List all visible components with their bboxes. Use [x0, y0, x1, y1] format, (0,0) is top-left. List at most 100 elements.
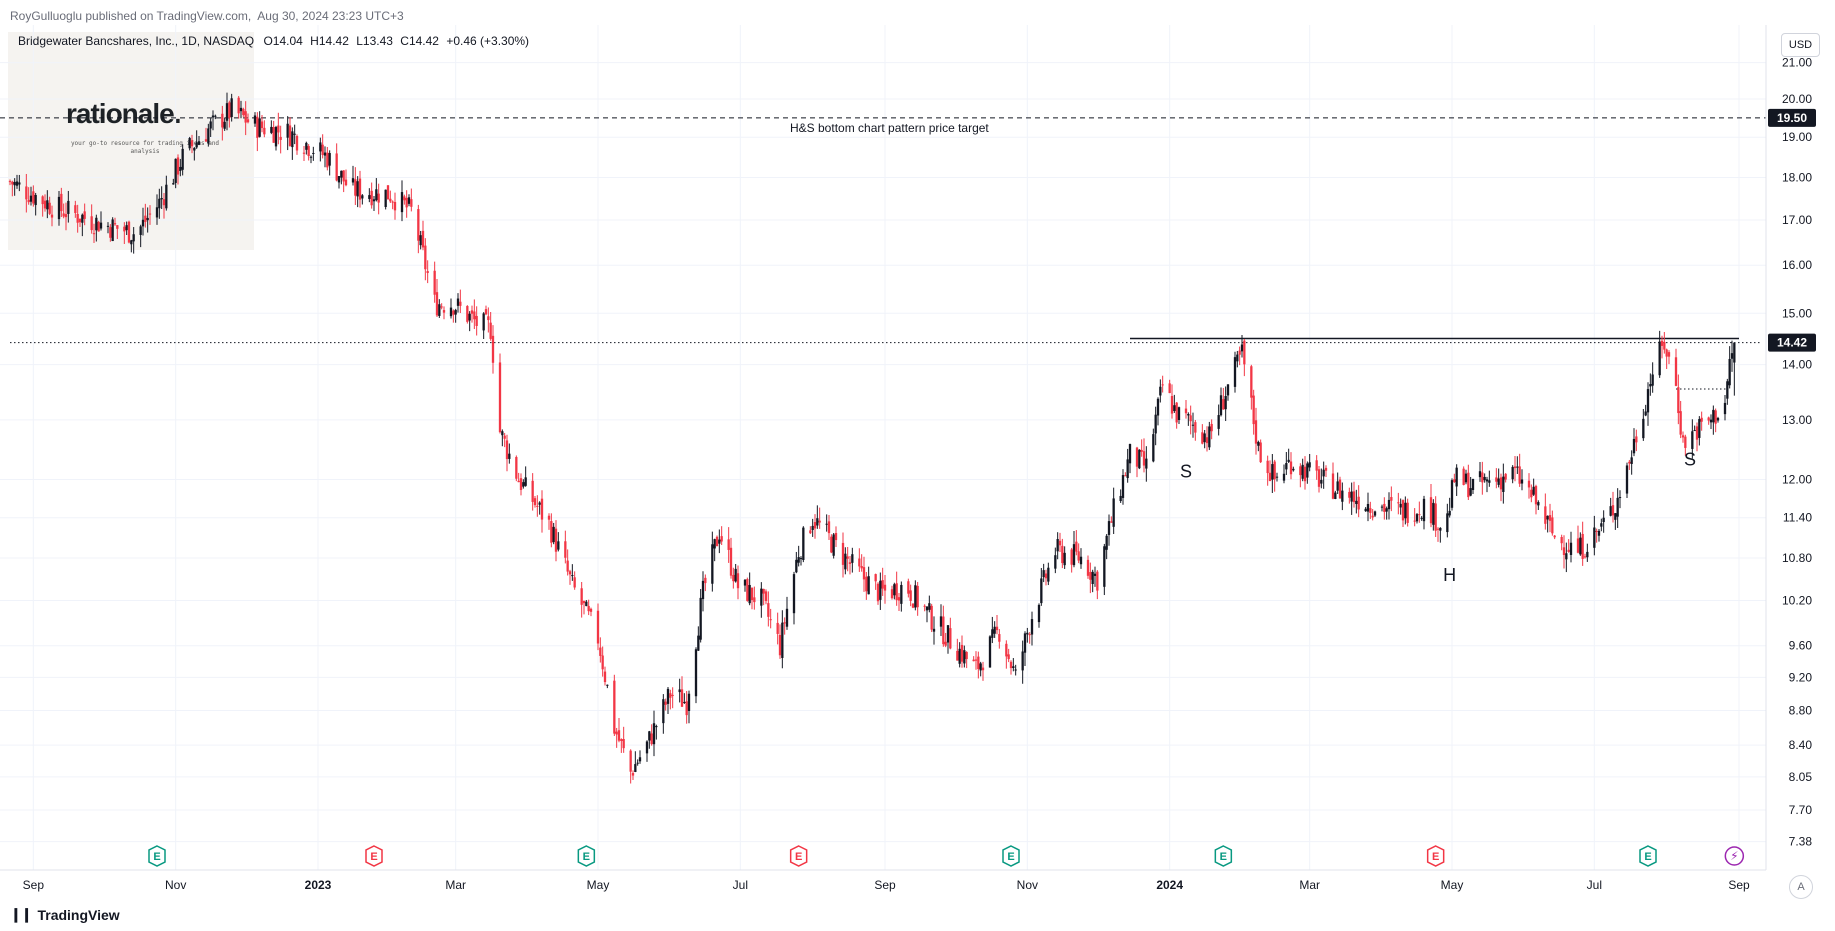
tradingview-brand[interactable]: ❙❙ TradingView	[10, 906, 120, 923]
candle-body	[1544, 506, 1547, 524]
candle-body	[879, 580, 882, 600]
candle-body	[274, 127, 278, 147]
candle-body	[323, 152, 327, 156]
candle-body	[468, 313, 471, 321]
candle-body	[288, 125, 292, 146]
candle-body	[874, 574, 877, 582]
candle-body	[34, 194, 37, 206]
candle-body	[1390, 497, 1393, 501]
candle-body	[1730, 353, 1734, 359]
candle-body	[1121, 475, 1125, 498]
open-label: O	[263, 34, 273, 48]
candle-body	[335, 153, 338, 181]
candle-body	[230, 98, 233, 118]
candle-body	[1548, 515, 1552, 521]
candle-body	[239, 107, 243, 112]
candle-body	[1450, 480, 1454, 508]
tradingview-brand-text: TradingView	[37, 906, 120, 923]
candle-body	[309, 156, 313, 158]
candle-body	[295, 136, 299, 151]
candle-body	[155, 207, 159, 218]
candle-body	[909, 590, 912, 601]
time-axis[interactable]: Sep Nov 2023 Mar May Jul Sep Nov 2024 Mar May Jul Se…	[23, 878, 1750, 892]
candle-body	[701, 580, 705, 600]
candle-body	[1324, 467, 1328, 471]
candle-body	[620, 739, 623, 741]
candle-body	[384, 189, 387, 207]
candle-body	[356, 181, 359, 197]
candle-body	[470, 310, 474, 314]
candle-body	[74, 205, 77, 214]
candle-body	[1483, 476, 1486, 481]
candle-body	[400, 192, 404, 213]
dividend-glyph: ⚡	[1730, 849, 1738, 863]
candle-body	[291, 131, 294, 148]
candle-body	[1471, 478, 1475, 490]
candle-body	[76, 213, 79, 223]
candle-body	[825, 523, 828, 525]
earnings-glyph: E	[1432, 851, 1439, 863]
candle-body	[391, 201, 394, 203]
candle-body	[1660, 340, 1664, 346]
candle-body	[1103, 546, 1106, 587]
candle-body	[781, 622, 784, 658]
candle-body	[648, 731, 651, 741]
candle-body	[370, 190, 373, 206]
candle-body	[181, 148, 184, 170]
auto-scale-button[interactable]: A	[1789, 875, 1813, 899]
candle-body	[636, 762, 639, 764]
candle-body	[1042, 570, 1045, 578]
candle-body	[753, 597, 756, 603]
candle-body	[393, 201, 397, 211]
high-label: H	[310, 34, 319, 48]
candle-body	[916, 585, 919, 608]
candle-body	[449, 307, 453, 317]
candle-body	[554, 528, 558, 552]
candle-body	[1240, 344, 1244, 352]
candle-body	[1271, 464, 1274, 480]
price-target-annotation: H&S bottom chart pattern price target	[790, 121, 989, 135]
candle-body	[90, 216, 93, 231]
candle-body	[225, 103, 229, 121]
candle-body	[1553, 535, 1556, 538]
candle-body	[1413, 520, 1416, 522]
candle-body	[580, 588, 583, 605]
time-tick-label: Sep	[1728, 878, 1750, 892]
candle-body	[221, 113, 224, 128]
candle-body	[1560, 537, 1563, 544]
candle-body	[1726, 381, 1729, 399]
candle-body	[1236, 354, 1239, 362]
time-tick-label: Jul	[733, 878, 748, 892]
price-badge-label: 19.50	[1777, 111, 1807, 125]
candle-body	[1677, 387, 1680, 414]
price-tick-label: 16.00	[1782, 258, 1812, 272]
pattern-label: S	[1684, 449, 1696, 469]
change-value: +0.46 (+3.30%)	[446, 34, 530, 48]
candle-body	[1142, 451, 1146, 466]
currency-button[interactable]: USD	[1781, 33, 1820, 57]
candle-body	[361, 195, 364, 199]
candle-body	[1387, 499, 1391, 510]
candle-body	[1546, 515, 1549, 520]
candle-body	[62, 213, 65, 217]
candle-body	[764, 591, 768, 601]
event-markers[interactable]: E E E E E E E E ⚡	[148, 845, 1745, 867]
candle-body	[426, 271, 429, 273]
price-tick-label: 15.00	[1782, 306, 1812, 320]
candle-body	[46, 200, 49, 210]
candle-body	[1698, 419, 1701, 438]
candle-body	[1189, 415, 1192, 422]
candle-body	[440, 306, 443, 308]
candle-body	[972, 659, 975, 662]
candle-body	[1691, 431, 1694, 449]
candle-body	[680, 689, 684, 707]
candle-body	[1420, 517, 1423, 519]
candle-body	[1145, 458, 1148, 469]
candle-body	[750, 587, 754, 601]
pattern-label: S	[1180, 462, 1192, 482]
candle-body	[1030, 619, 1034, 635]
price-axis[interactable]: 7.38 7.70 8.05 8.40 8.80 9.20 9.60 10.20 10.80 11…	[1782, 56, 1812, 849]
candle-body	[767, 603, 770, 617]
candle-body	[1338, 479, 1342, 499]
